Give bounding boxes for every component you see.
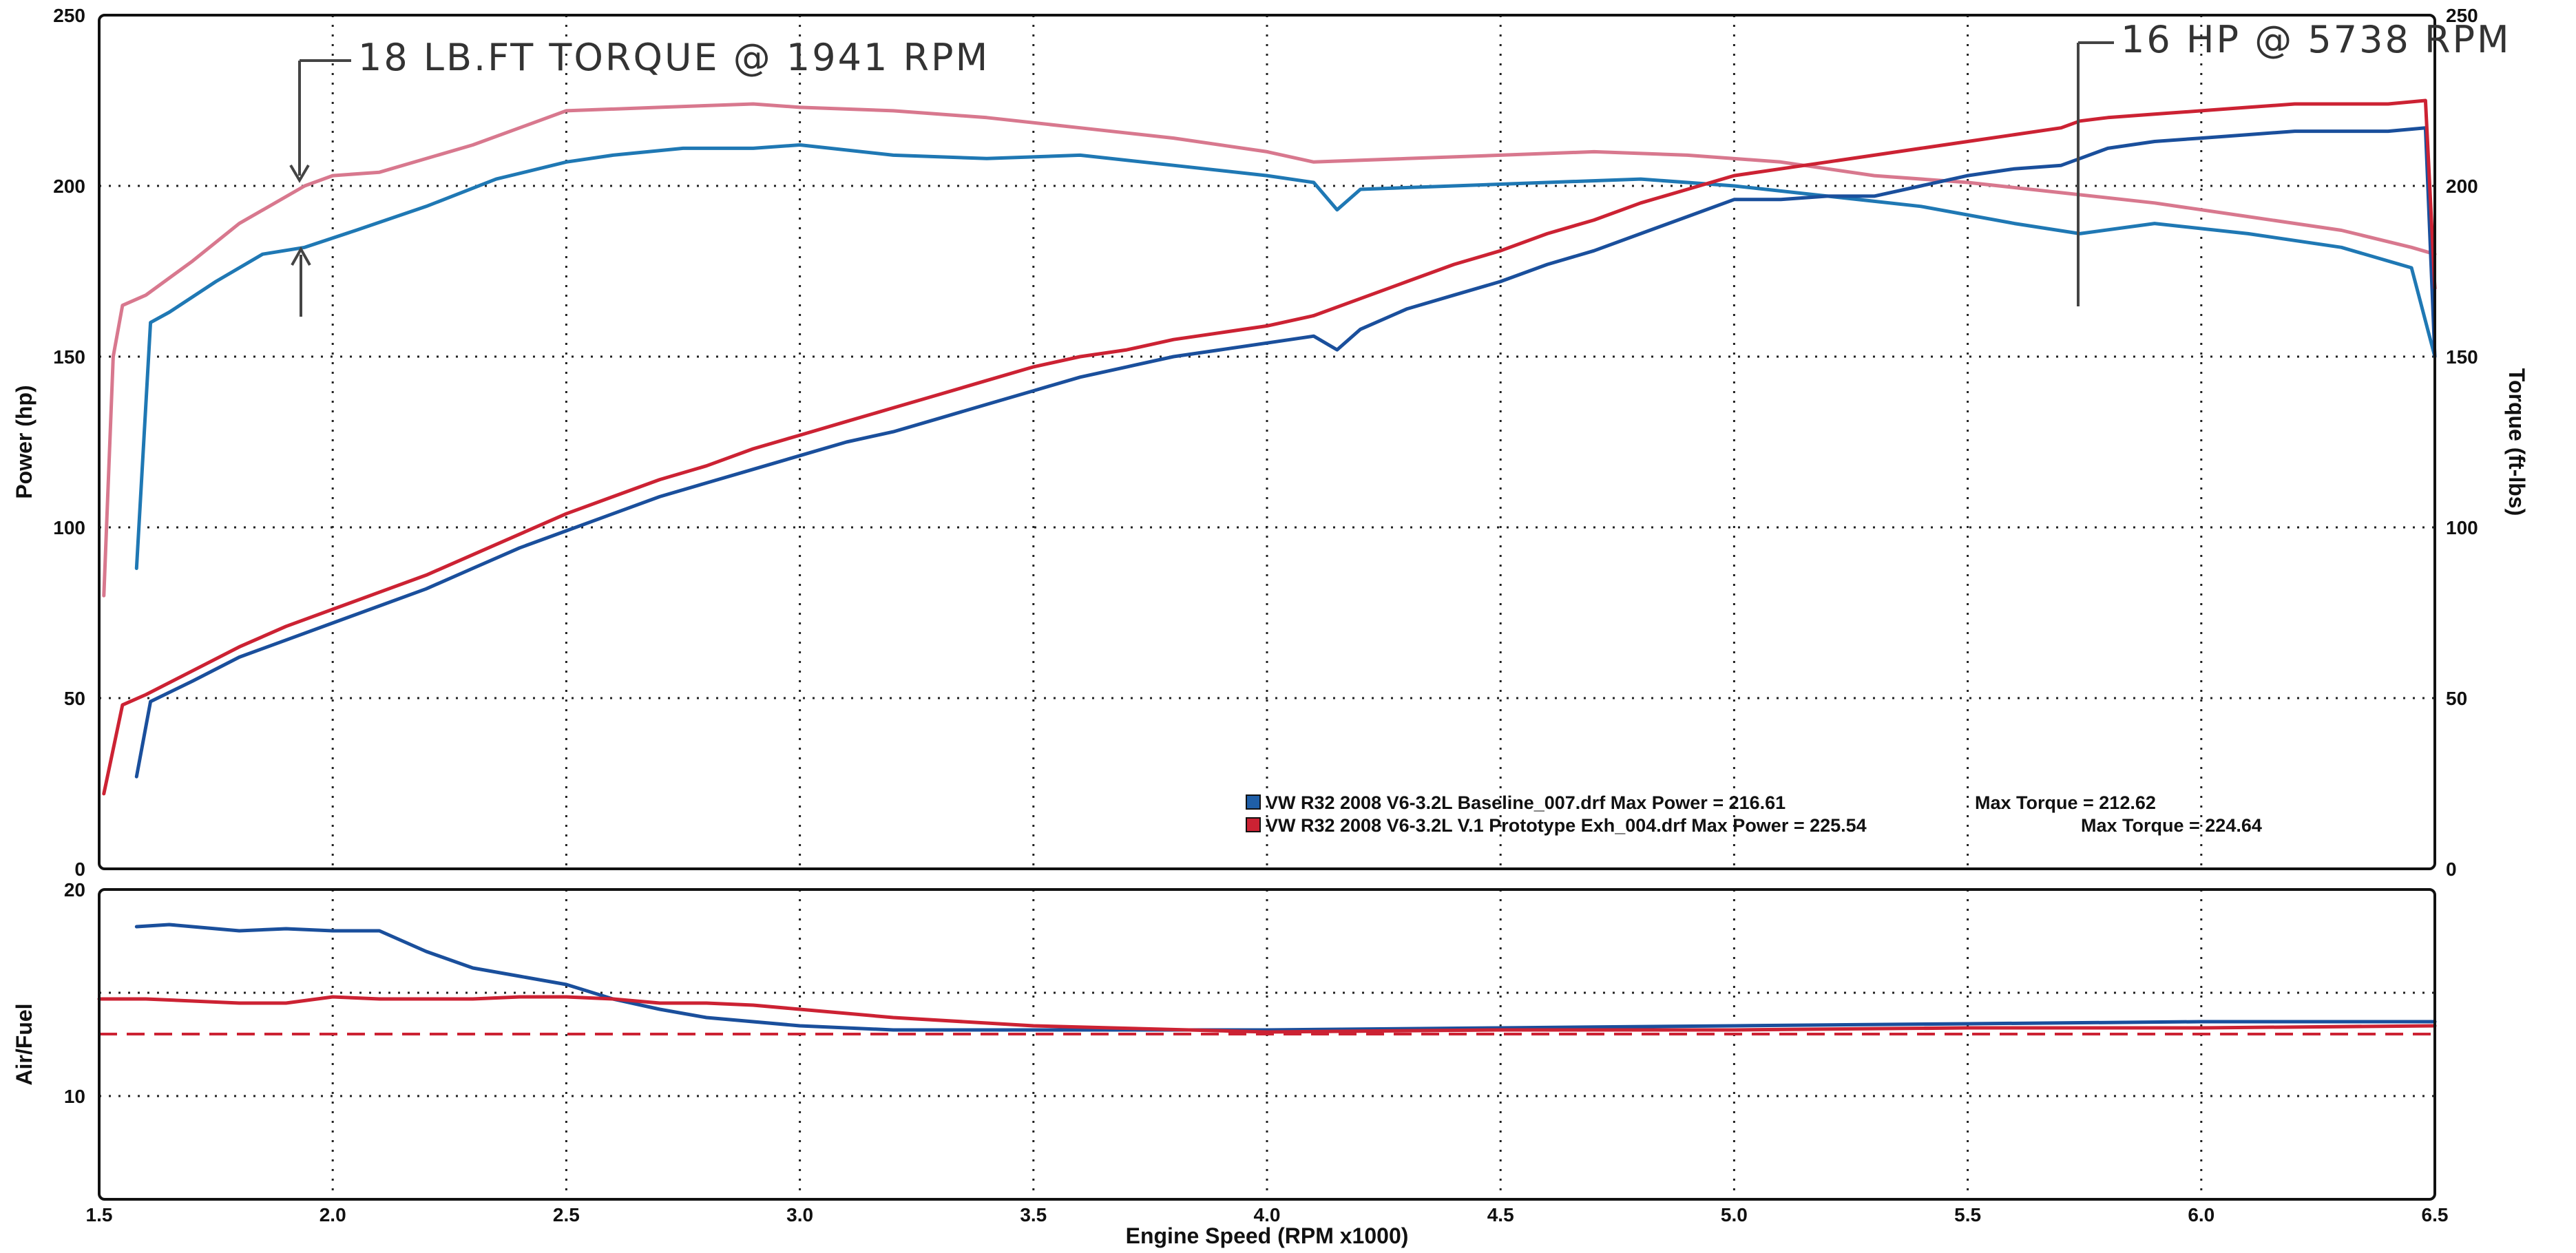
- x-tick-label: 2.5: [553, 1204, 580, 1225]
- torque-tick-label: 250: [2446, 5, 2478, 26]
- power-torque-series: [102, 98, 2437, 796]
- air-fuel-plot-frame: [98, 888, 2436, 1201]
- air-fuel-series-line-1: [97, 995, 2437, 1034]
- x-tick-label: 5.5: [1954, 1204, 1981, 1225]
- legend: VW R32 2008 V6-3.2L Baseline_007.drf Max…: [1246, 792, 2262, 836]
- air-fuel-axis-ticks: 10 20: [64, 879, 85, 1107]
- power-tick-label: 150: [53, 346, 85, 368]
- legend-entry-baseline: VW R32 2008 V6-3.2L Baseline_007.drf Max…: [1266, 792, 1786, 813]
- engine-speed-axis-title: Engine Speed (RPM x1000): [1126, 1223, 1409, 1248]
- x-tick-label: 5.0: [1721, 1204, 1748, 1225]
- power-torque-series-line-1: [102, 102, 2437, 598]
- legend-max-torque-prototype: Max Torque = 224.64: [2081, 815, 2262, 836]
- x-tick-label: 4.0: [1254, 1204, 1281, 1225]
- power-torque-plot-frame: [98, 14, 2436, 870]
- air-fuel-axis-title: Air/Fuel: [12, 1003, 36, 1085]
- torque-tick-label: 200: [2446, 176, 2478, 197]
- power-tick-label: 250: [53, 5, 85, 26]
- air-fuel-grid: [99, 889, 2435, 1199]
- power-axis-ticks: 0 50 100 150 200 250: [53, 5, 85, 880]
- legend-entry-prototype: VW R32 2008 V6-3.2L V.1 Prototype Exh_00…: [1266, 815, 1867, 836]
- air-fuel-tick-label: 10: [64, 1086, 85, 1107]
- legend-max-torque-baseline: Max Torque = 212.62: [1975, 792, 2156, 813]
- power-torque-series-line-2: [134, 126, 2437, 779]
- annotation-torque-gain: [289, 59, 351, 317]
- power-tick-label: 50: [64, 688, 85, 709]
- power-torque-series-line-0: [134, 143, 2437, 570]
- x-tick-label: 6.5: [2422, 1204, 2449, 1225]
- annotation-power-gain: [2077, 41, 2114, 306]
- x-tick-label: 3.5: [1020, 1204, 1047, 1225]
- power-torque-grid: [99, 15, 2435, 869]
- power-axis-title: Power (hp): [12, 385, 36, 498]
- torque-tick-label: 150: [2446, 346, 2478, 368]
- legend-swatch-baseline: [1246, 794, 1261, 810]
- air-fuel-series-line-0: [134, 923, 2437, 1032]
- torque-axis-ticks: 0 50 100 150 200 250: [2446, 5, 2478, 880]
- legend-swatch-prototype: [1246, 817, 1261, 832]
- x-tick-label: 1.5: [86, 1204, 113, 1225]
- x-tick-label: 2.0: [320, 1204, 346, 1225]
- x-tick-label: 3.0: [786, 1204, 813, 1225]
- power-tick-label: 0: [74, 859, 85, 880]
- x-tick-label: 4.5: [1487, 1204, 1514, 1225]
- power-tick-label: 100: [53, 517, 85, 538]
- torque-tick-label: 50: [2446, 688, 2467, 709]
- annotation-power-gain-text: 16 HP @ 5738 RPM: [2121, 18, 2511, 61]
- annotation-torque-gain-text: 18 LB.FT TORQUE @ 1941 RPM: [358, 36, 989, 79]
- engine-speed-axis-ticks: 1.5 2.0 2.5 3.0 3.5 4.0 4.5 5.0 5.5 6.0 6.5: [86, 1204, 2449, 1225]
- power-torque-series-line-3: [102, 98, 2437, 796]
- power-tick-label: 200: [53, 176, 85, 197]
- torque-axis-title: Torque (ft-lbs): [2504, 368, 2529, 516]
- air-fuel-series: [97, 923, 2437, 1035]
- air-fuel-tick-label: 20: [64, 879, 85, 901]
- torque-tick-label: 0: [2446, 859, 2457, 880]
- torque-tick-label: 100: [2446, 517, 2478, 538]
- x-tick-label: 6.0: [2188, 1204, 2214, 1225]
